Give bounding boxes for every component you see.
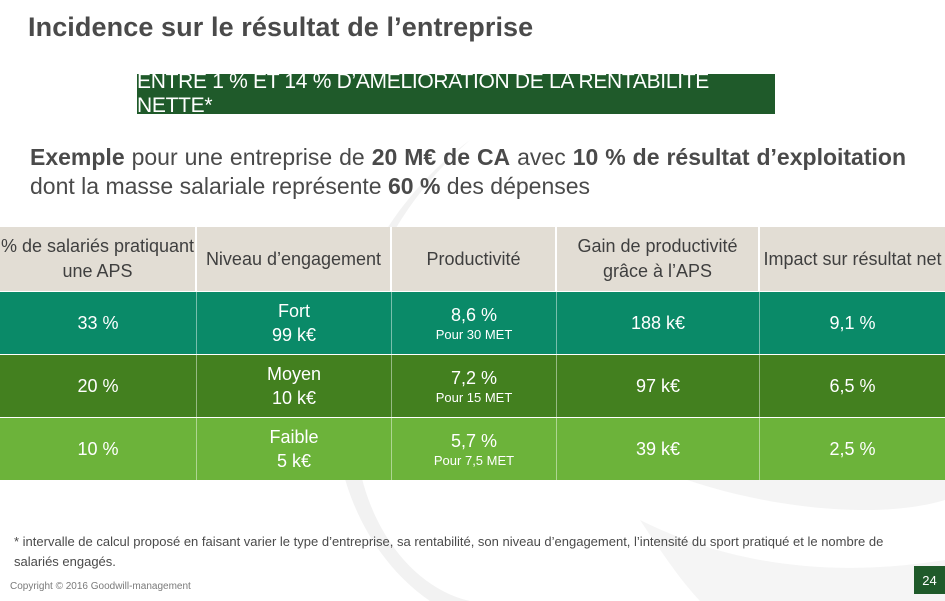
header-cell: Gain de productivité grâce à l’APS xyxy=(557,227,760,291)
level-value: 99 k€ xyxy=(271,325,317,345)
productivity-cell: 5,7 % Pour 7,5 MET xyxy=(392,418,557,480)
example-payroll-share: 60 % xyxy=(387,173,441,199)
level-cell: Moyen 10 k€ xyxy=(197,355,392,417)
productivity-note: Pour 30 MET xyxy=(435,327,513,342)
footnote: * intervalle de calcul proposé en faisan… xyxy=(14,534,884,569)
example-text: avec xyxy=(510,144,573,170)
table-header-row: % de salariés pratiquant une APS Niveau … xyxy=(0,227,945,291)
example-operating-result: 10 % de résultat d’exploitation xyxy=(572,144,906,170)
productivity-value: 8,6 % xyxy=(450,305,498,325)
example-paragraph: Exemple pour une entreprise de 20 M€ de … xyxy=(30,143,906,201)
productivity-value: 7,2 % xyxy=(450,368,498,388)
level-label: Fort xyxy=(277,301,310,321)
page-number: 24 xyxy=(914,566,945,594)
header-cell: Productivité xyxy=(392,227,557,291)
productivity-note: Pour 15 MET xyxy=(435,390,513,405)
impact-cell: 6,5 % xyxy=(760,355,945,417)
impact-cell: 9,1 % xyxy=(760,292,945,354)
gain-cell: 39 k€ xyxy=(557,418,760,480)
header-cell: Niveau d’engagement xyxy=(197,227,392,291)
page-title: Incidence sur le résultat de l’entrepris… xyxy=(28,12,534,42)
level-label: Faible xyxy=(269,427,319,447)
productivity-value: 5,7 % xyxy=(450,431,498,451)
productivity-cell: 8,6 % Pour 30 MET xyxy=(392,292,557,354)
gain-cell: 97 k€ xyxy=(557,355,760,417)
level-cell: Fort 99 k€ xyxy=(197,292,392,354)
table-row: 10 % Faible 5 k€ 5,7 % Pour 7,5 MET 39 k… xyxy=(0,417,945,480)
level-value: 10 k€ xyxy=(271,388,317,408)
copyright: Copyright © 2016 Goodwill-management xyxy=(10,581,191,592)
level-label: Moyen xyxy=(266,364,322,384)
level-cell: Faible 5 k€ xyxy=(197,418,392,480)
example-text: pour une entreprise de xyxy=(124,144,372,170)
pct-cell: 10 % xyxy=(0,418,197,480)
header-cell: % de salariés pratiquant une APS xyxy=(0,227,197,291)
impact-cell: 2,5 % xyxy=(760,418,945,480)
pct-cell: 20 % xyxy=(0,355,197,417)
results-table: % de salariés pratiquant une APS Niveau … xyxy=(0,227,945,480)
pct-cell: 33 % xyxy=(0,292,197,354)
example-revenue: 20 M€ de CA xyxy=(371,144,511,170)
productivity-cell: 7,2 % Pour 15 MET xyxy=(392,355,557,417)
example-label: Exemple xyxy=(30,144,125,170)
example-text: des dépenses xyxy=(440,173,591,199)
table-row: 20 % Moyen 10 k€ 7,2 % Pour 15 MET 97 k€… xyxy=(0,354,945,417)
example-text: dont la masse salariale représente xyxy=(30,173,388,199)
productivity-note: Pour 7,5 MET xyxy=(433,453,515,468)
headline-banner: ENTRE 1 % ET 14 % D’AMÉLIORATION DE LA R… xyxy=(137,70,775,117)
gain-cell: 188 k€ xyxy=(557,292,760,354)
table-row: 33 % Fort 99 k€ 8,6 % Pour 30 MET 188 k€… xyxy=(0,291,945,354)
level-value: 5 k€ xyxy=(276,451,312,471)
header-cell: Impact sur résultat net xyxy=(760,227,945,291)
